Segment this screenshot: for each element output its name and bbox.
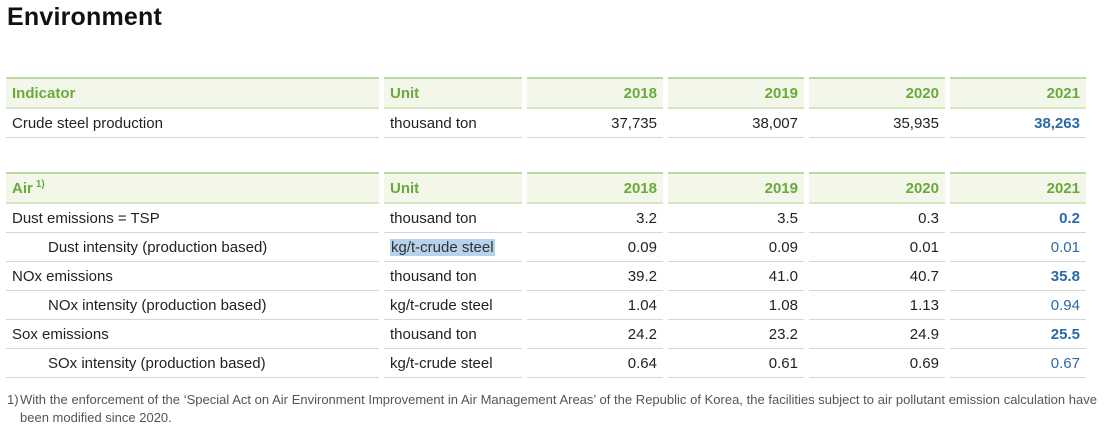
value-2020: 40.7: [809, 262, 945, 291]
indicator-cell: Sox emissions: [6, 320, 379, 349]
air-table: Air 1) Unit 2018 2019 2020 2021 Dust emis…: [1, 172, 1091, 378]
indicator-cell: Crude steel production: [6, 109, 379, 138]
value-2018: 24.2: [527, 320, 663, 349]
value-2018: 37,735: [527, 109, 663, 138]
footnote-marker: 1): [7, 392, 19, 407]
column-header-2021: 2021: [950, 172, 1086, 204]
value-2021: 0.01: [950, 233, 1086, 262]
table-header-row: Air 1) Unit 2018 2019 2020 2021: [6, 172, 1086, 204]
unit-cell: kg/t-crude steel: [384, 233, 522, 262]
column-header-2018: 2018: [527, 172, 663, 204]
table-row: Dust emissions = TSP thousand ton 3.2 3.…: [6, 204, 1086, 233]
value-2019: 0.09: [668, 233, 804, 262]
indicator-cell: SOx intensity (production based): [6, 349, 379, 378]
indicator-cell: Dust emissions = TSP: [6, 204, 379, 233]
value-2021: 0.67: [950, 349, 1086, 378]
value-2020: 35,935: [809, 109, 945, 138]
unit-cell: thousand ton: [384, 320, 522, 349]
value-2021: 0.94: [950, 291, 1086, 320]
value-2019: 23.2: [668, 320, 804, 349]
value-2019: 38,007: [668, 109, 804, 138]
unit-cell: thousand ton: [384, 109, 522, 138]
table-row: NOx emissions thousand ton 39.2 41.0 40.…: [6, 262, 1086, 291]
value-2021: 25.5: [950, 320, 1086, 349]
selected-text[interactable]: kg/t-crude steel: [390, 238, 495, 256]
column-header-air: Air 1): [6, 172, 379, 204]
unit-cell: kg/t-crude steel: [384, 291, 522, 320]
indicator-cell: Dust intensity (production based): [6, 233, 379, 262]
value-2021: 35.8: [950, 262, 1086, 291]
air-header-label: Air: [12, 180, 33, 197]
footnote: 1) With the enforcement of the ‘Special …: [7, 391, 1097, 427]
table-header-row: Indicator Unit 2018 2019 2020 2021: [6, 77, 1086, 109]
column-header-unit: Unit: [384, 77, 522, 109]
value-2018: 3.2: [527, 204, 663, 233]
production-table: Indicator Unit 2018 2019 2020 2021 Crude…: [1, 77, 1091, 138]
footnote-ref[interactable]: 1): [35, 179, 45, 190]
table-row: SOx intensity (production based) kg/t-cr…: [6, 349, 1086, 378]
value-2019: 41.0: [668, 262, 804, 291]
table-row: Crude steel production thousand ton 37,7…: [6, 109, 1086, 138]
column-header-2020: 2020: [809, 77, 945, 109]
column-header-2018: 2018: [527, 77, 663, 109]
value-2018: 0.09: [527, 233, 663, 262]
value-2019: 3.5: [668, 204, 804, 233]
unit-cell: thousand ton: [384, 262, 522, 291]
column-header-2021: 2021: [950, 77, 1086, 109]
column-header-unit: Unit: [384, 172, 522, 204]
footnote-text: With the enforcement of the ‘Special Act…: [20, 392, 1097, 425]
value-2020: 0.01: [809, 233, 945, 262]
value-2019: 0.61: [668, 349, 804, 378]
column-header-indicator: Indicator: [6, 77, 379, 109]
value-2020: 0.3: [809, 204, 945, 233]
column-header-2020: 2020: [809, 172, 945, 204]
value-2018: 39.2: [527, 262, 663, 291]
table-row: Sox emissions thousand ton 24.2 23.2 24.…: [6, 320, 1086, 349]
table-row: Dust intensity (production based) kg/t-c…: [6, 233, 1086, 262]
value-2018: 0.64: [527, 349, 663, 378]
column-header-2019: 2019: [668, 77, 804, 109]
indicator-cell: NOx intensity (production based): [6, 291, 379, 320]
value-2020: 24.9: [809, 320, 945, 349]
table-row: NOx intensity (production based) kg/t-cr…: [6, 291, 1086, 320]
value-2021: 0.2: [950, 204, 1086, 233]
indicator-cell: NOx emissions: [6, 262, 379, 291]
value-2020: 1.13: [809, 291, 945, 320]
column-header-2019: 2019: [668, 172, 804, 204]
value-2021: 38,263: [950, 109, 1086, 138]
unit-cell: thousand ton: [384, 204, 522, 233]
value-2018: 1.04: [527, 291, 663, 320]
unit-cell: kg/t-crude steel: [384, 349, 522, 378]
value-2020: 0.69: [809, 349, 945, 378]
page-title: Environment: [7, 3, 162, 31]
value-2019: 1.08: [668, 291, 804, 320]
